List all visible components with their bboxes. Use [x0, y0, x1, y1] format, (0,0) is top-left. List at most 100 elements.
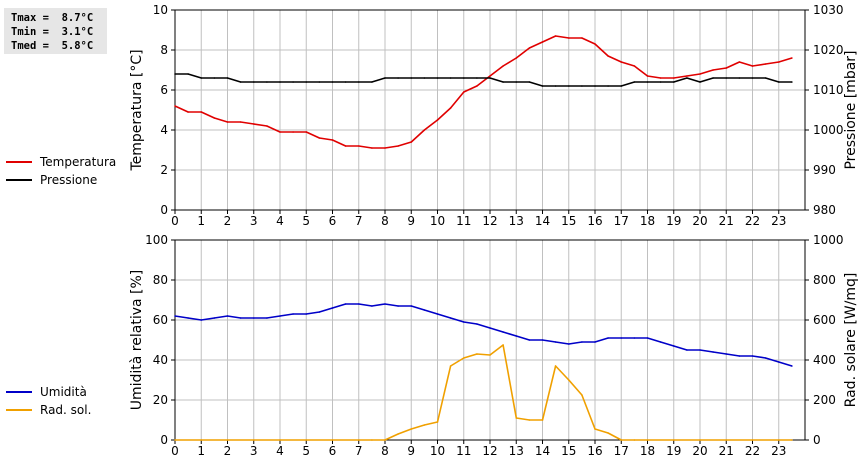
- data-point-pressione: [239, 81, 242, 83]
- data-point-temperatura: [659, 77, 662, 79]
- data-point-pressione: [699, 81, 701, 83]
- data-point-umidit: [279, 315, 281, 317]
- data-point-rad-sol: [568, 379, 570, 381]
- temperatura-swatch: [6, 161, 32, 163]
- data-point-pressione: [712, 77, 714, 79]
- data-point-temperatura: [213, 117, 216, 119]
- data-point-umidit: [646, 337, 649, 339]
- data-point-temperatura: [397, 145, 399, 147]
- data-point-umidit: [384, 303, 386, 305]
- data-point-pressione: [673, 81, 675, 83]
- x-tick-label: 6: [329, 214, 337, 228]
- data-point-rad-sol: [371, 439, 373, 441]
- x-tick-label: 4: [276, 214, 284, 228]
- data-point-pressione: [174, 73, 176, 75]
- data-point-umidit: [423, 309, 426, 311]
- legend-item-pressione: Pressione: [6, 171, 116, 189]
- y-right-tick-label: 800: [813, 273, 836, 287]
- x-tick-label: 19: [666, 444, 681, 458]
- data-point-umidit: [738, 355, 741, 357]
- data-point-rad-sol: [607, 432, 609, 434]
- x-tick-label: 12: [482, 214, 497, 228]
- y-left-axis-title: Temperatura [°C]: [129, 49, 145, 171]
- data-point-temperatura: [725, 67, 728, 69]
- data-point-rad-sol: [633, 439, 636, 441]
- data-point-rad-sol: [174, 439, 176, 441]
- y-right-tick-label: 1000: [813, 123, 844, 137]
- y-left-tick-label: 10: [153, 3, 168, 17]
- data-point-pressione: [305, 81, 308, 83]
- y-right-tick-label: 1030: [813, 3, 844, 17]
- data-point-temperatura: [581, 37, 583, 39]
- y-right-axis-title: Rad. solare [W/mq]: [843, 273, 859, 408]
- tmed-label: Tmed = 5.8°C: [11, 40, 94, 52]
- data-point-umidit: [213, 317, 216, 319]
- y-left-axis-title: Umidità relativa [%]: [129, 270, 145, 411]
- x-tick-label: 2: [224, 444, 232, 458]
- data-point-temperatura: [502, 65, 504, 67]
- data-point-pressione: [646, 81, 649, 83]
- y-right-tick-label: 0: [813, 433, 821, 447]
- data-point-temperatura: [226, 121, 229, 123]
- data-point-pressione: [463, 77, 465, 79]
- data-point-umidit: [568, 343, 570, 345]
- x-tick-label: 21: [719, 444, 734, 458]
- plot-frame: [174, 9, 806, 211]
- data-point-umidit: [607, 337, 609, 339]
- data-point-temperatura: [292, 131, 294, 133]
- series-line-temperatura: [174, 35, 793, 149]
- y-right-tick-label: 200: [813, 393, 836, 407]
- x-tick-label: 21: [719, 214, 734, 228]
- data-point-umidit: [594, 341, 596, 343]
- data-point-temperatura: [253, 123, 255, 125]
- data-point-pressione: [410, 77, 413, 79]
- data-point-umidit: [581, 341, 583, 343]
- data-point-rad-sol: [397, 433, 399, 435]
- legend-item-umidita: Umidità: [6, 383, 87, 401]
- data-point-temperatura: [371, 147, 373, 149]
- data-point-rad-sol: [358, 439, 360, 441]
- data-point-pressione: [751, 77, 754, 79]
- y-right-tick-label: 990: [813, 163, 836, 177]
- x-tick-label: 8: [381, 214, 389, 228]
- data-point-umidit: [292, 313, 294, 315]
- x-tick-label: 16: [587, 444, 602, 458]
- data-point-temperatura: [476, 85, 478, 87]
- data-point-umidit: [686, 349, 688, 351]
- data-point-temperatura: [778, 61, 780, 63]
- data-point-pressione: [358, 81, 360, 83]
- x-tick-label: 3: [250, 214, 258, 228]
- x-tick-label: 11: [456, 214, 471, 228]
- data-point-rad-sol: [620, 439, 623, 441]
- data-point-temperatura: [266, 125, 268, 127]
- stats-box: Tmax = 8.7°C Tmin = 3.1°C Tmed = 5.8°C: [4, 8, 107, 54]
- data-point-umidit: [436, 313, 439, 315]
- data-point-temperatura: [633, 65, 636, 67]
- data-point-temperatura: [318, 137, 321, 139]
- data-point-pressione: [764, 77, 767, 79]
- data-point-rad-sol: [778, 439, 780, 441]
- rad-sol-swatch: [6, 409, 32, 411]
- data-point-umidit: [174, 315, 176, 317]
- series-line-pressione: [175, 73, 792, 87]
- data-point-umidit: [502, 331, 504, 333]
- data-point-rad-sol: [673, 439, 675, 441]
- y-left-tick-label: 80: [153, 273, 168, 287]
- data-point-rad-sol: [541, 419, 544, 421]
- data-point-umidit: [751, 355, 754, 357]
- y-right-tick-label: 980: [813, 203, 836, 217]
- data-point-rad-sol: [554, 365, 557, 367]
- data-point-umidit: [541, 339, 544, 341]
- data-point-pressione: [489, 77, 491, 79]
- x-tick-label: 17: [614, 444, 629, 458]
- x-tick-label: 17: [614, 214, 629, 228]
- y-left-tick-label: 60: [153, 313, 168, 327]
- data-point-rad-sol: [725, 439, 728, 441]
- data-point-umidit: [476, 323, 478, 325]
- x-tick-label: 15: [561, 444, 576, 458]
- data-point-temperatura: [673, 77, 675, 79]
- x-tick-label: 11: [456, 444, 471, 458]
- data-point-temperatura: [791, 57, 793, 59]
- data-point-rad-sol: [423, 424, 426, 426]
